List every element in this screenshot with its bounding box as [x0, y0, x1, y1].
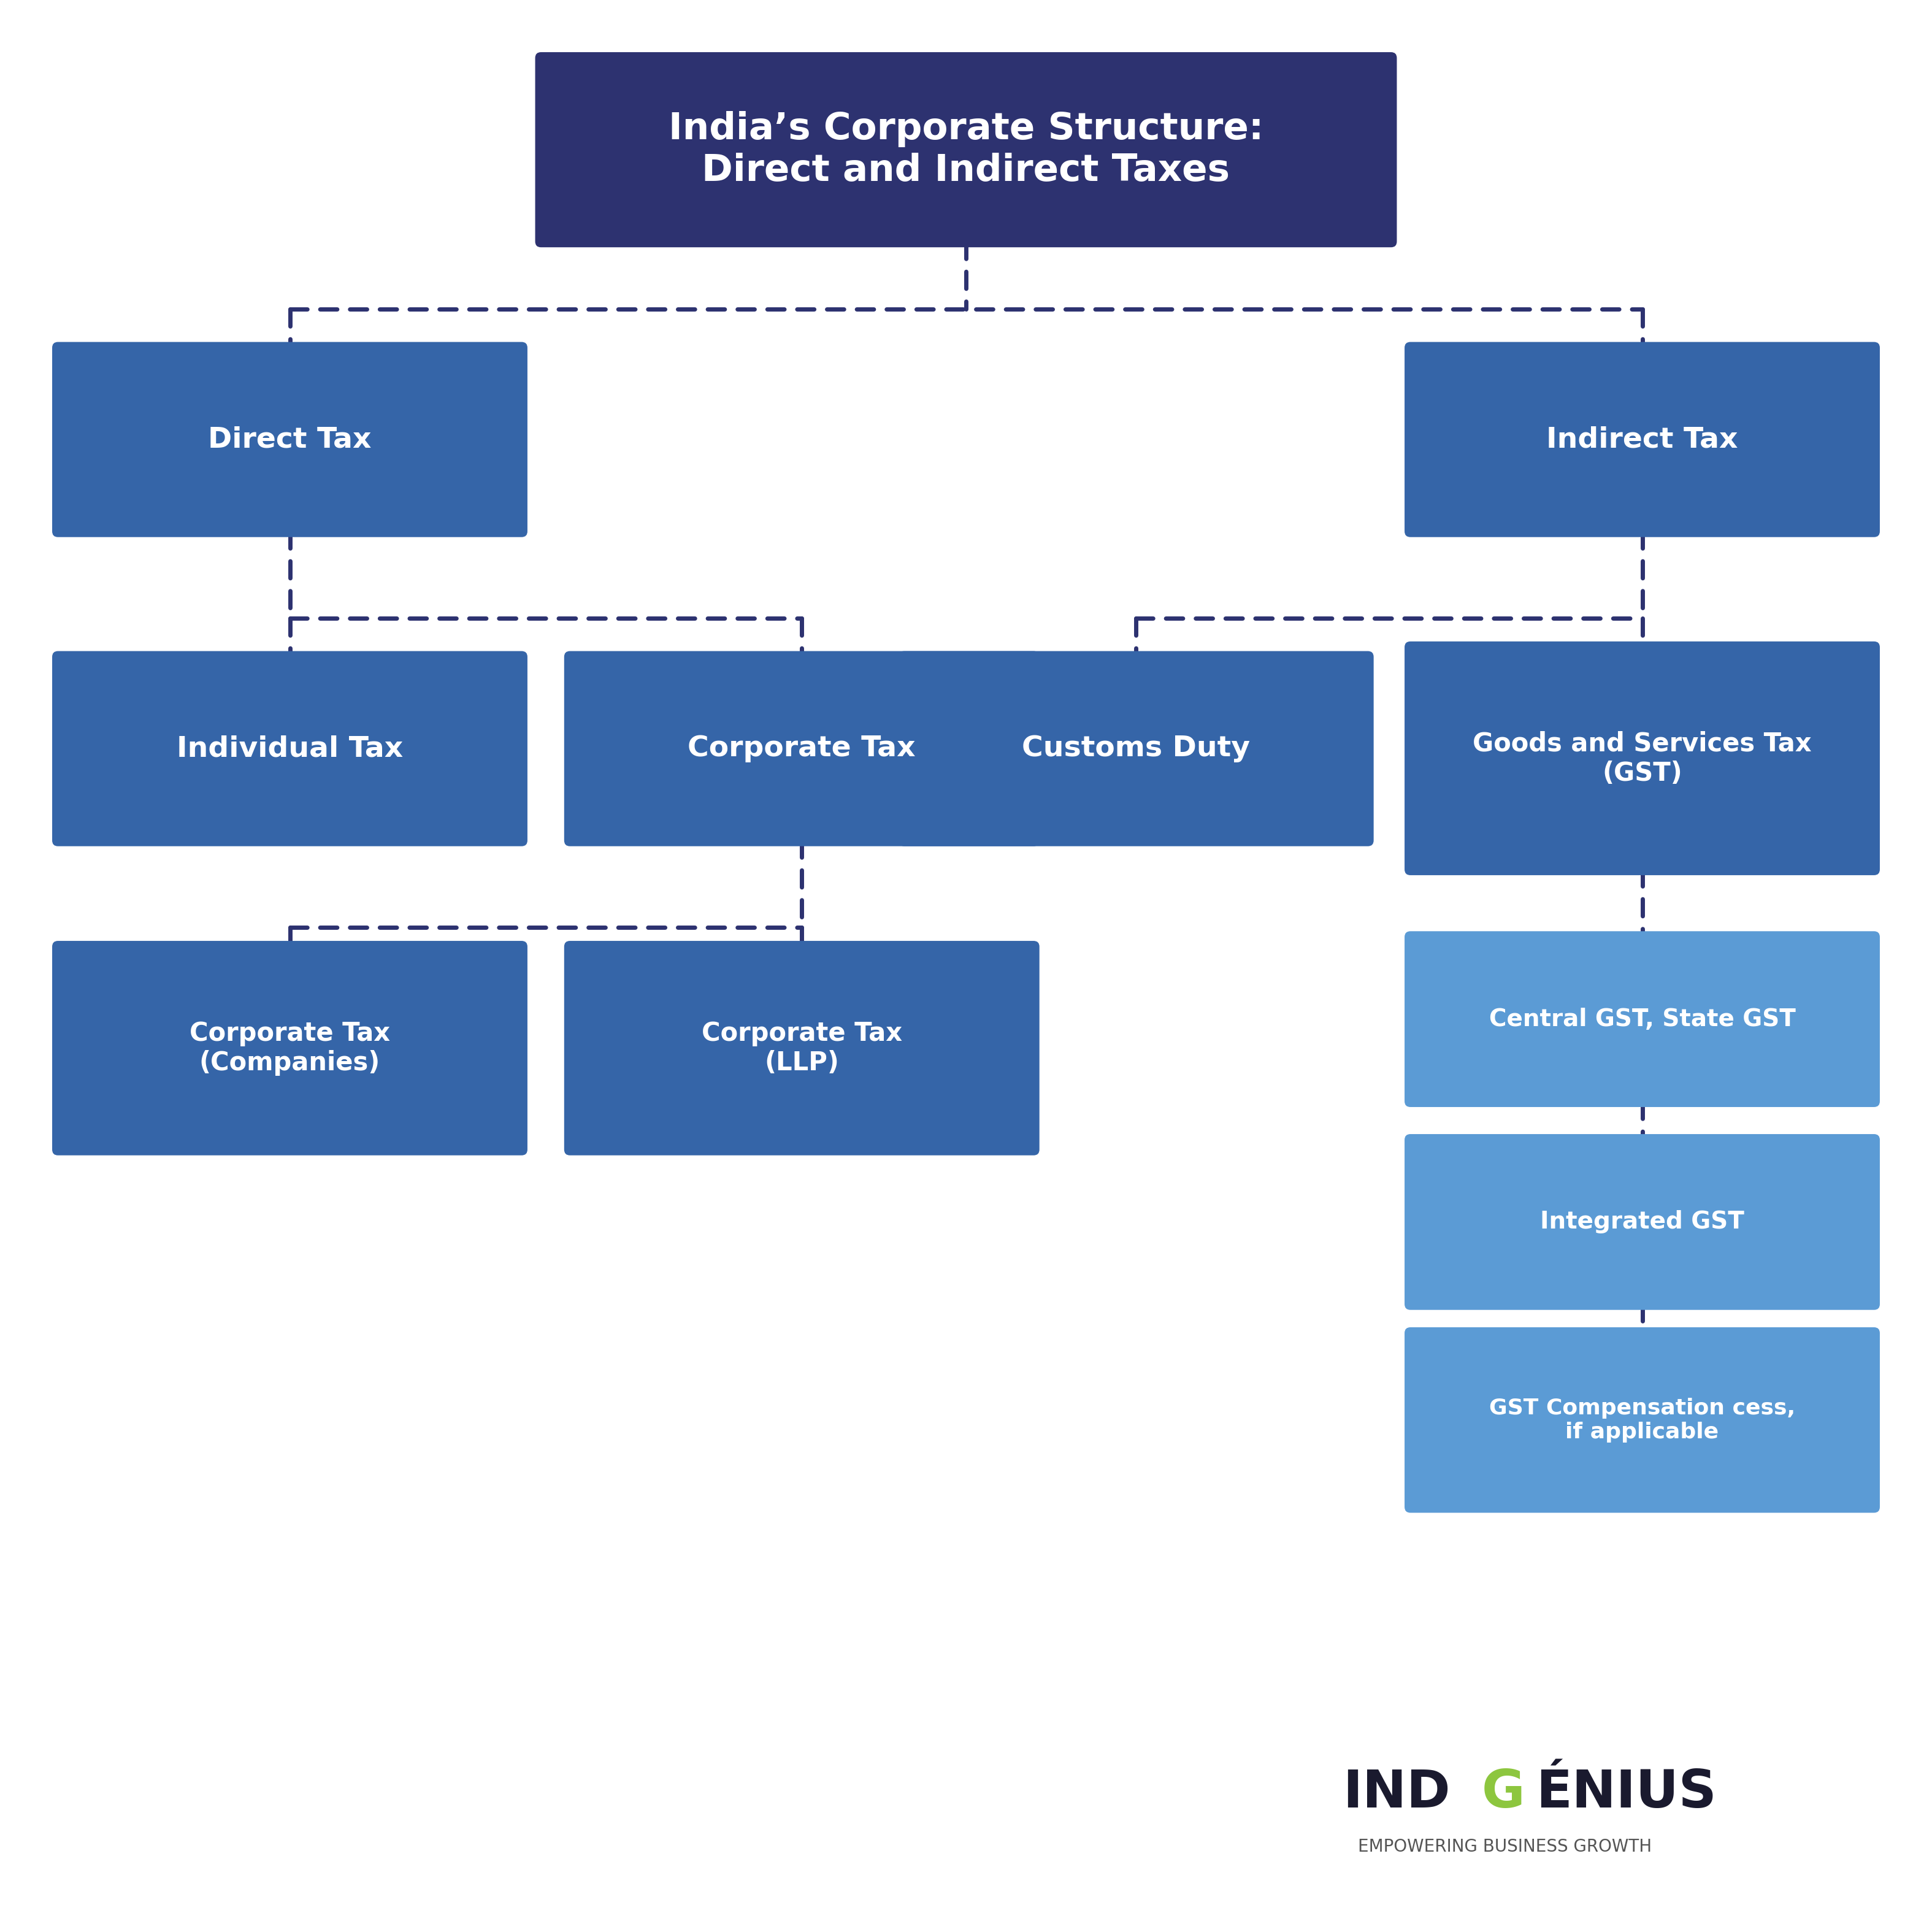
Text: Direct Tax: Direct Tax [209, 425, 371, 454]
Text: Indirect Tax: Indirect Tax [1546, 425, 1739, 454]
Text: IND: IND [1343, 1768, 1451, 1818]
Text: Customs Duty: Customs Duty [1022, 734, 1250, 763]
Text: G: G [1482, 1768, 1524, 1818]
FancyBboxPatch shape [52, 342, 527, 537]
FancyBboxPatch shape [898, 651, 1374, 846]
FancyBboxPatch shape [1405, 931, 1880, 1107]
FancyBboxPatch shape [564, 941, 1039, 1155]
Text: India’s Corporate Structure:
Direct and Indirect Taxes: India’s Corporate Structure: Direct and … [668, 110, 1264, 189]
FancyBboxPatch shape [535, 52, 1397, 247]
Text: EMPOWERING BUSINESS GROWTH: EMPOWERING BUSINESS GROWTH [1358, 1839, 1652, 1855]
FancyBboxPatch shape [1405, 1327, 1880, 1513]
Text: Goods and Services Tax
(GST): Goods and Services Tax (GST) [1472, 730, 1812, 786]
Text: Individual Tax: Individual Tax [176, 734, 404, 763]
FancyBboxPatch shape [1405, 342, 1880, 537]
Text: ÉNIUS: ÉNIUS [1536, 1768, 1718, 1818]
FancyBboxPatch shape [52, 651, 527, 846]
FancyBboxPatch shape [1405, 641, 1880, 875]
Text: Integrated GST: Integrated GST [1540, 1209, 1745, 1235]
FancyBboxPatch shape [564, 651, 1039, 846]
Text: Central GST, State GST: Central GST, State GST [1490, 1007, 1795, 1032]
Text: Corporate Tax: Corporate Tax [688, 734, 916, 763]
FancyBboxPatch shape [1405, 1134, 1880, 1310]
FancyBboxPatch shape [52, 941, 527, 1155]
Text: GST Compensation cess,
if applicable: GST Compensation cess, if applicable [1490, 1397, 1795, 1443]
Text: Corporate Tax
(Companies): Corporate Tax (Companies) [189, 1020, 390, 1076]
Text: Corporate Tax
(LLP): Corporate Tax (LLP) [701, 1020, 902, 1076]
